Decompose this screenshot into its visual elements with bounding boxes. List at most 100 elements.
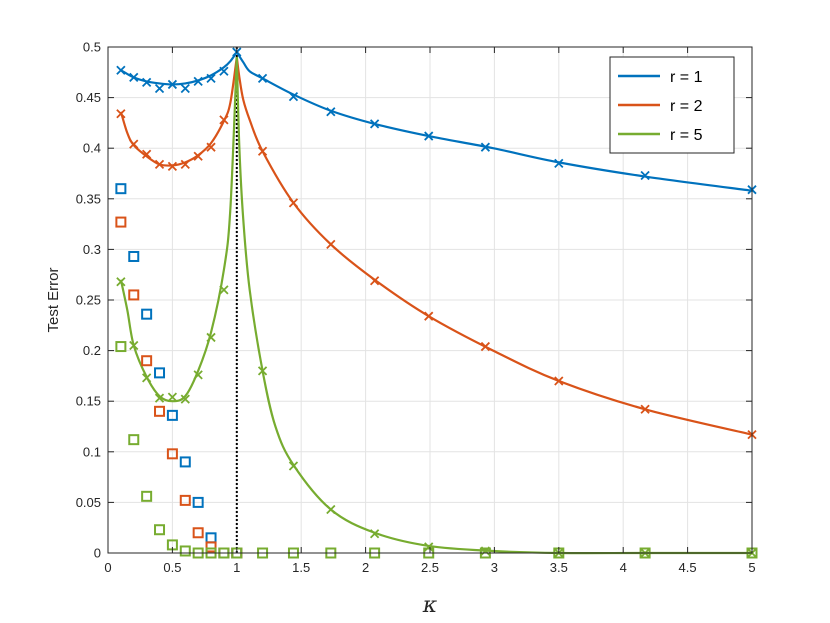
- series-r-5-test-marker: [206, 332, 216, 343]
- x-tick-label: 5: [748, 560, 755, 575]
- series-r-2-test-marker: [480, 341, 491, 352]
- series-r-1-test-marker: [142, 77, 152, 88]
- series-r-2-train-marker: [166, 448, 178, 460]
- x-tick-label: 0.5: [163, 560, 181, 575]
- series-r-2-test-marker: [142, 149, 152, 159]
- series-r-1-test-marker: [129, 72, 139, 82]
- series-r-5-train-marker: [115, 341, 127, 353]
- series-r-2-train-marker: [154, 405, 166, 417]
- series-r-5-test-marker: [116, 277, 126, 287]
- series-r-5-test-marker: [369, 529, 380, 539]
- y-tick-label: 0.2: [83, 343, 101, 358]
- series-r-5-test-marker: [142, 373, 152, 383]
- series-r-1-test-marker: [288, 91, 299, 102]
- series-r-2-test-marker: [424, 311, 434, 321]
- x-tick-label: 4: [620, 560, 627, 575]
- series-r-2-test-marker: [554, 376, 564, 386]
- series-r-2-curve-right: [235, 56, 753, 436]
- series-r-5-test-marker: [257, 366, 268, 376]
- series-r-2-test-marker: [129, 139, 139, 149]
- series-r-1-test-marker: [369, 119, 380, 129]
- y-tick-label: 0.15: [76, 394, 101, 409]
- series-r-1-curve-right: [235, 51, 753, 192]
- series-r-2-test-marker: [206, 142, 216, 152]
- y-tick-labels: 0 0.05 0.1 0.15 0.2 0.25 0.3 0.35 0.4 0.45 0.5: [76, 40, 101, 561]
- series-r-2-test-marker: [219, 115, 229, 125]
- series-r-1-test-marker: [154, 83, 165, 94]
- x-tick-label: 4.5: [679, 560, 697, 575]
- series-r-1-train-marker: [141, 308, 153, 320]
- series-r-2-test-marker: [167, 161, 178, 172]
- series-r-1-test-marker: [116, 65, 126, 75]
- series-r-1-test-marker: [554, 158, 564, 169]
- series-r-5-test-marker: [219, 285, 229, 295]
- series-r-5-train-marker: [141, 490, 153, 502]
- y-tick-label: 0.3: [83, 242, 101, 257]
- series-r-1-train-marker: [115, 183, 127, 195]
- series-r-2-test-marker: [288, 198, 299, 208]
- series-r-1-curve-left: [120, 51, 238, 86]
- series-r-1-test-marker: [326, 107, 336, 117]
- x-tick-label: 0: [104, 560, 111, 575]
- series-r-1-test-marker: [167, 79, 178, 90]
- x-tick-label: 1: [233, 560, 240, 575]
- series-r-5-test-marker: [193, 370, 203, 380]
- series-r-1-test-marker: [424, 131, 434, 141]
- legend: r = 1 r = 2 r = 5: [609, 56, 735, 154]
- x-tick-label: 2: [362, 560, 369, 575]
- x-tick-label: 1.5: [292, 560, 310, 575]
- series-r-2-train-marker: [128, 289, 140, 301]
- y-tick-label: 0.5: [83, 40, 101, 55]
- series-r-2-train-marker: [141, 355, 153, 367]
- series-r-2-test-marker: [154, 159, 165, 170]
- series-r-5-train-marker: [154, 524, 166, 536]
- series-r-1-test-marker: [219, 66, 229, 76]
- y-tick-label: 0.35: [76, 191, 101, 206]
- series-r-1-test-marker: [180, 83, 190, 94]
- series-r-5-test-marker: [288, 461, 299, 471]
- series-r-2-train-marker: [192, 527, 204, 539]
- ticks-layer: [107, 46, 753, 554]
- x-tick-label: 3: [491, 560, 498, 575]
- y-axis-label: Test Error: [45, 267, 62, 332]
- series-r-2-train-marker: [115, 216, 127, 228]
- series-r-5-test-marker: [129, 340, 139, 351]
- series-r-2-test-marker: [640, 404, 650, 414]
- series-r-2-test-marker: [257, 146, 268, 156]
- series-r-2-test-marker: [193, 151, 203, 161]
- series-r-5-test-marker: [154, 393, 165, 403]
- series-r-1-train-marker: [154, 367, 166, 379]
- series-r-1-train-marker: [192, 496, 204, 508]
- series-r-1-train-marker: [179, 456, 191, 468]
- series-r-1-test-marker: [257, 73, 268, 84]
- y-tick-label: 0.05: [76, 495, 101, 510]
- series-r-2-test-marker: [326, 239, 336, 249]
- y-tick-label: 0: [94, 546, 101, 561]
- series-r-5-test-marker: [167, 392, 178, 402]
- series-r-1-train-marker: [166, 409, 178, 421]
- series-r-5-test-marker: [326, 504, 336, 515]
- series-r-1-train-marker: [128, 250, 140, 262]
- series-r-1-test-marker: [206, 73, 216, 84]
- series-r-5-train-marker: [128, 434, 140, 446]
- series-r-1-test-marker: [640, 170, 650, 181]
- y-tick-label: 0.1: [83, 444, 101, 459]
- series-r-1-test-marker: [193, 76, 203, 87]
- series-r-2-train-marker: [179, 494, 191, 506]
- y-tick-label: 0.4: [83, 141, 101, 156]
- series-r-1-test-marker: [480, 142, 491, 152]
- series-r-2-test-marker: [369, 276, 380, 286]
- y-tick-label: 0.25: [76, 293, 101, 308]
- legend-entry-label: r = 5: [670, 127, 703, 144]
- y-tick-label: 0.45: [76, 90, 101, 105]
- legend-entry-label: r = 2: [670, 98, 703, 115]
- x-tick-label: 2.5: [421, 560, 439, 575]
- x-tick-labels: 0 0.5 1 1.5 2 2.5 3 3.5 4 4.5 5: [104, 560, 755, 575]
- series-r-5-test-marker: [424, 542, 434, 552]
- series-r-5-test-marker: [180, 394, 190, 404]
- series-r-2-train-marker: [205, 541, 217, 553]
- series-r-5-train-marker: [179, 545, 191, 557]
- series-r-2-test-marker: [180, 159, 190, 170]
- series-r-2-test-marker: [116, 109, 126, 119]
